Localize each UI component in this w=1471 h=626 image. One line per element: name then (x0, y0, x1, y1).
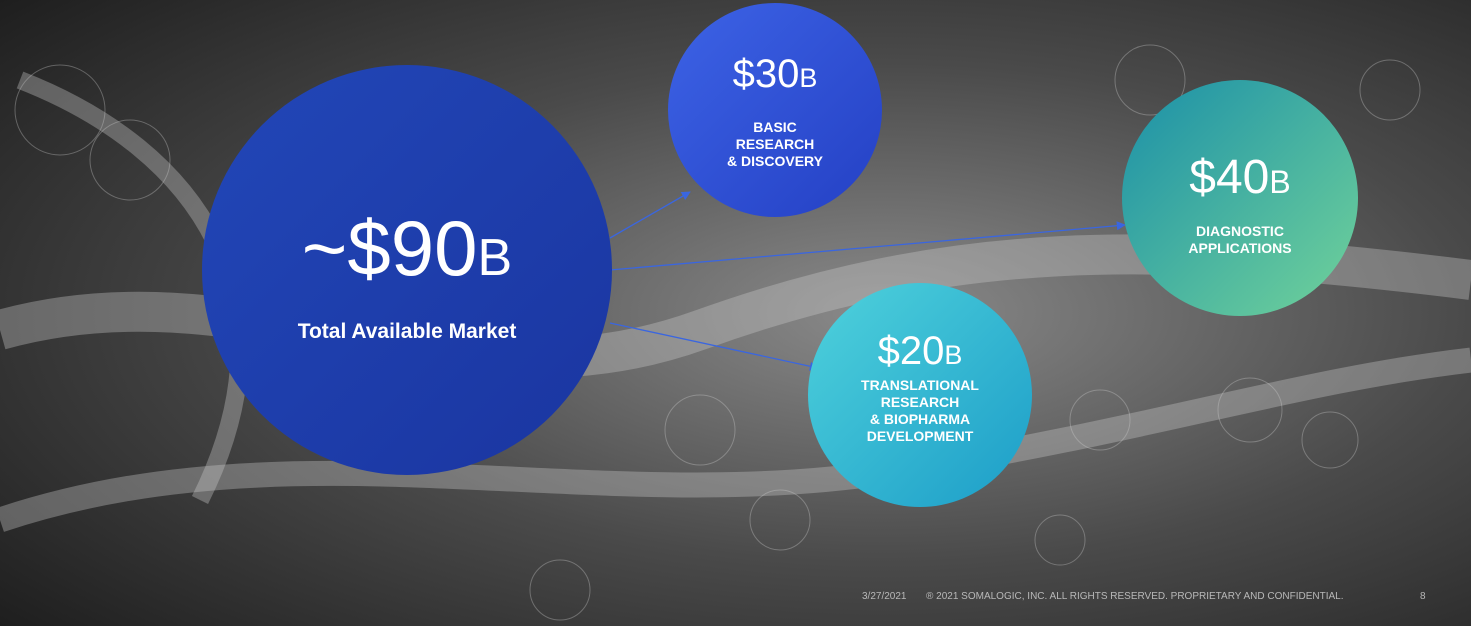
bubble-amount: ~$90B (302, 204, 512, 292)
amount: $20 (878, 329, 945, 373)
bubble-label: RESEARCH (881, 394, 960, 410)
unit: B (799, 63, 817, 93)
bubble-label: RESEARCH (736, 136, 815, 152)
arrow (609, 191, 691, 239)
bubble (202, 65, 612, 475)
bubble-amount: $30B (733, 52, 818, 96)
footer-page: 8 (1420, 591, 1426, 602)
arrows (609, 191, 1126, 371)
bubble (808, 283, 1032, 507)
bubble-label: & DISCOVERY (727, 153, 824, 169)
bubble (668, 3, 882, 217)
bubble (1122, 80, 1358, 316)
bubble-amount: $40B (1189, 151, 1290, 204)
amount: $40 (1189, 151, 1269, 204)
unit: B (478, 229, 513, 287)
bubble-label: APPLICATIONS (1188, 240, 1291, 256)
arrow (609, 221, 1126, 271)
bubble-label: BASIC (753, 119, 797, 135)
unit: B (1269, 164, 1290, 200)
bubble-label: TRANSLATIONAL (861, 377, 979, 393)
unit: B (944, 340, 962, 370)
bubble-label: Total Available Market (298, 320, 517, 343)
footer-date: 3/27/2021 (862, 591, 907, 602)
bubble-label: DIAGNOSTIC (1196, 223, 1284, 239)
arrow (609, 322, 819, 371)
bubble-label: DEVELOPMENT (867, 428, 974, 444)
bubble-amount: $20B (878, 329, 963, 373)
amount: $30 (733, 52, 800, 96)
footer-copyright: ® 2021 SOMALOGIC, INC. ALL RIGHTS RESERV… (926, 591, 1343, 602)
amount: ~$90 (302, 204, 478, 292)
bubble-label: & BIOPHARMA (870, 411, 970, 427)
